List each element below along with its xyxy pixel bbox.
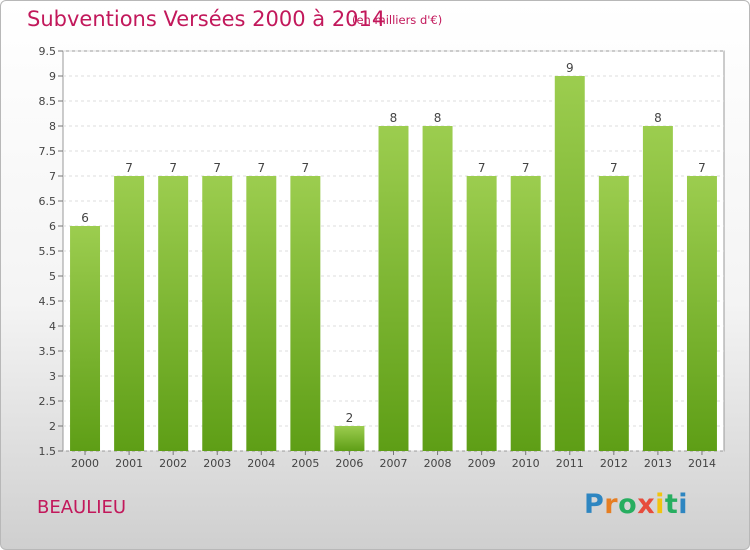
logo-letter: i [678,489,689,520]
bar [510,176,541,451]
logo-letter: o [618,489,638,520]
y-tick-label: 8.5 [39,95,57,108]
bar-value-label: 9 [566,61,574,75]
logo-letter: t [664,489,679,520]
logo-letter: r [604,489,619,520]
bar-value-label: 8 [434,111,442,125]
bar [246,176,277,451]
y-axis: 1.5 2 2.5 3 3.5 4 4.5 5 5.5 6 6.5 7 7.5 8 8.5 9 9.5 [39,45,63,458]
y-tick-label: 5 [49,270,56,283]
y-tick-label: 3.5 [39,345,57,358]
bar-value-label: 7 [478,161,486,175]
bar [422,126,453,451]
x-axis: 2000 2001 2002 2003 2004 2005 2006 2007 2008 2009… [71,451,716,470]
bar [290,176,321,451]
bar [202,176,233,451]
bars: 6 7 7 7 7 7 2 8 8 7 7 9 7 8 7 [70,61,717,451]
x-tick-label: 2011 [556,457,584,470]
y-tick-label: 3 [49,370,56,383]
x-tick-label: 2004 [247,457,275,470]
y-tick-label: 8 [49,120,56,133]
bar [158,176,189,451]
y-tick-label: 2 [49,420,56,433]
x-tick-label: 2013 [644,457,672,470]
bar-value-label: 7 [522,161,530,175]
bar-value-label: 8 [390,111,398,125]
logo-letter: i [655,489,665,520]
x-tick-label: 2008 [424,457,452,470]
commune-name: BEAULIEU [37,497,127,518]
y-tick-label: 1.5 [39,445,57,458]
bar-value-label: 7 [213,161,221,175]
x-tick-label: 2007 [380,457,408,470]
bar-value-label: 6 [81,211,89,225]
y-tick-label: 4 [49,320,56,333]
logo-letter: x [637,489,656,520]
bar [466,176,497,451]
x-tick-label: 2001 [115,457,143,470]
x-tick-label: 2014 [688,457,716,470]
y-tick-label: 9 [49,70,56,83]
bar-value-label: 7 [302,161,310,175]
bar [686,176,717,451]
bar-value-label: 7 [169,161,177,175]
bar-value-label: 7 [610,161,618,175]
bar [378,126,409,451]
chart-title: Subventions Versées 2000 à 2014 [27,7,386,31]
x-tick-label: 2006 [335,457,363,470]
bar-value-label: 7 [125,161,133,175]
y-tick-label: 2.5 [39,395,57,408]
bar-value-label: 2 [346,411,354,425]
x-tick-label: 2012 [600,457,628,470]
x-tick-label: 2005 [291,457,319,470]
chart-subtitle: (en milliers d'€) [352,13,443,27]
bar-value-label: 8 [654,111,662,125]
x-tick-label: 2010 [512,457,540,470]
bar [70,226,101,451]
bar [642,126,673,451]
proxiti-logo: Proxiti [584,489,688,520]
y-tick-label: 7 [49,170,56,183]
y-tick-label: 5.5 [39,245,57,258]
x-tick-label: 2000 [71,457,99,470]
y-tick-label: 9.5 [39,45,57,58]
x-tick-label: 2003 [203,457,231,470]
bar-value-label: 7 [698,161,706,175]
bar-value-label: 7 [257,161,265,175]
x-tick-label: 2002 [159,457,187,470]
y-tick-label: 7.5 [39,145,57,158]
logo-letter: P [584,489,605,520]
bar [598,176,629,451]
bar [554,76,585,451]
x-tick-label: 2009 [468,457,496,470]
y-tick-label: 6.5 [39,195,57,208]
y-tick-label: 6 [49,220,56,233]
y-tick-label: 4.5 [39,295,57,308]
bar [334,426,365,451]
bar [114,176,145,451]
